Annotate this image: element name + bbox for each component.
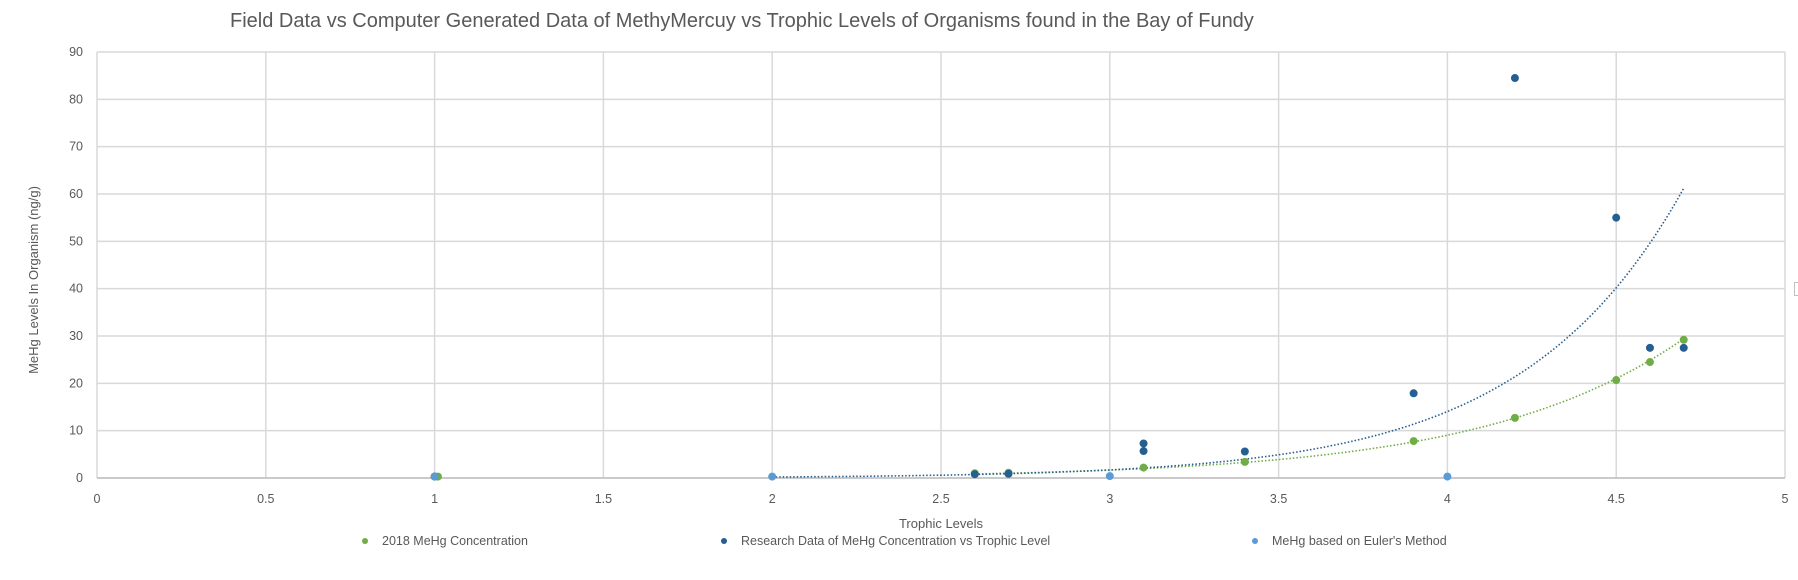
y-tick-label: 90 (69, 45, 83, 59)
data-point-series-1 (1139, 447, 1148, 456)
data-point-series-0 (1240, 457, 1249, 466)
legend: 2018 MeHg Concentration Research Data of… (0, 534, 1798, 554)
legend-swatch-euler (1252, 538, 1258, 544)
legend-swatch-research (721, 538, 727, 544)
x-tick-label: 0.5 (257, 492, 274, 506)
data-point-series-1 (1510, 74, 1519, 83)
y-tick-label: 20 (69, 376, 83, 390)
chart-title: Field Data vs Computer Generated Data of… (230, 10, 1254, 32)
y-tick-label: 50 (69, 234, 83, 248)
data-point-series-1 (1139, 439, 1148, 448)
data-point-series-1 (1409, 389, 1418, 398)
trendline-series-0 (974, 338, 1685, 475)
y-tick-label: 40 (69, 282, 83, 296)
axes: 0 10 20 30 40 50 60 70 80 90 0 0.5 1 1.5 2 2.5 3 3.5 4 4.5 5 (69, 45, 1788, 506)
x-tick-label: 4.5 (1608, 492, 1625, 506)
x-axis-title: Trophic Levels (899, 516, 984, 531)
y-axis-title: MeHg Levels In Organism (ng/g) (26, 186, 41, 374)
legend-item-euler: MeHg based on Euler's Method (1252, 534, 1447, 548)
data-points (430, 74, 1688, 481)
x-tick-label: 1 (431, 492, 438, 506)
data-point-series-1 (970, 470, 979, 479)
y-tick-label: 80 (69, 92, 83, 106)
data-point-series-1 (1679, 343, 1688, 352)
legend-item-research: Research Data of MeHg Concentration vs T… (721, 534, 1050, 548)
data-point-series-1 (1004, 469, 1013, 478)
data-point-series-1 (1612, 213, 1621, 222)
legend-item-2018: 2018 MeHg Concentration (362, 534, 528, 548)
trendline-series-1 (772, 187, 1685, 478)
legend-label-2018: 2018 MeHg Concentration (382, 534, 528, 548)
x-tick-label: 0 (94, 492, 101, 506)
data-point-series-0 (1409, 437, 1418, 446)
y-tick-label: 70 (69, 140, 83, 154)
data-point-series-2 (768, 472, 777, 481)
x-tick-label: 3.5 (1270, 492, 1287, 506)
data-point-series-0 (1679, 335, 1688, 344)
data-point-series-1 (1645, 343, 1654, 352)
data-point-series-2 (1105, 472, 1114, 481)
x-tick-label: 2 (769, 492, 776, 506)
chart-resize-handle[interactable] (1794, 282, 1798, 296)
y-tick-label: 30 (69, 329, 83, 343)
gridlines (96, 51, 1786, 479)
y-tick-label: 60 (69, 187, 83, 201)
data-point-series-0 (1612, 376, 1621, 385)
data-point-series-0 (1510, 413, 1519, 422)
y-tick-label: 10 (69, 424, 83, 438)
trendlines (772, 187, 1685, 478)
x-tick-label: 5 (1782, 492, 1789, 506)
data-point-series-0 (1645, 358, 1654, 367)
data-point-series-1 (1240, 447, 1249, 456)
x-tick-label: 4 (1444, 492, 1451, 506)
data-point-series-2 (1443, 472, 1452, 481)
legend-label-euler: MeHg based on Euler's Method (1272, 534, 1447, 548)
y-tick-label: 0 (76, 471, 83, 485)
data-point-series-0 (1139, 463, 1148, 472)
x-tick-label: 2.5 (932, 492, 949, 506)
legend-label-research: Research Data of MeHg Concentration vs T… (741, 534, 1051, 548)
legend-swatch-2018 (362, 538, 368, 544)
x-tick-label: 3 (1106, 492, 1113, 506)
data-point-series-2 (430, 472, 439, 481)
x-tick-label: 1.5 (595, 492, 612, 506)
